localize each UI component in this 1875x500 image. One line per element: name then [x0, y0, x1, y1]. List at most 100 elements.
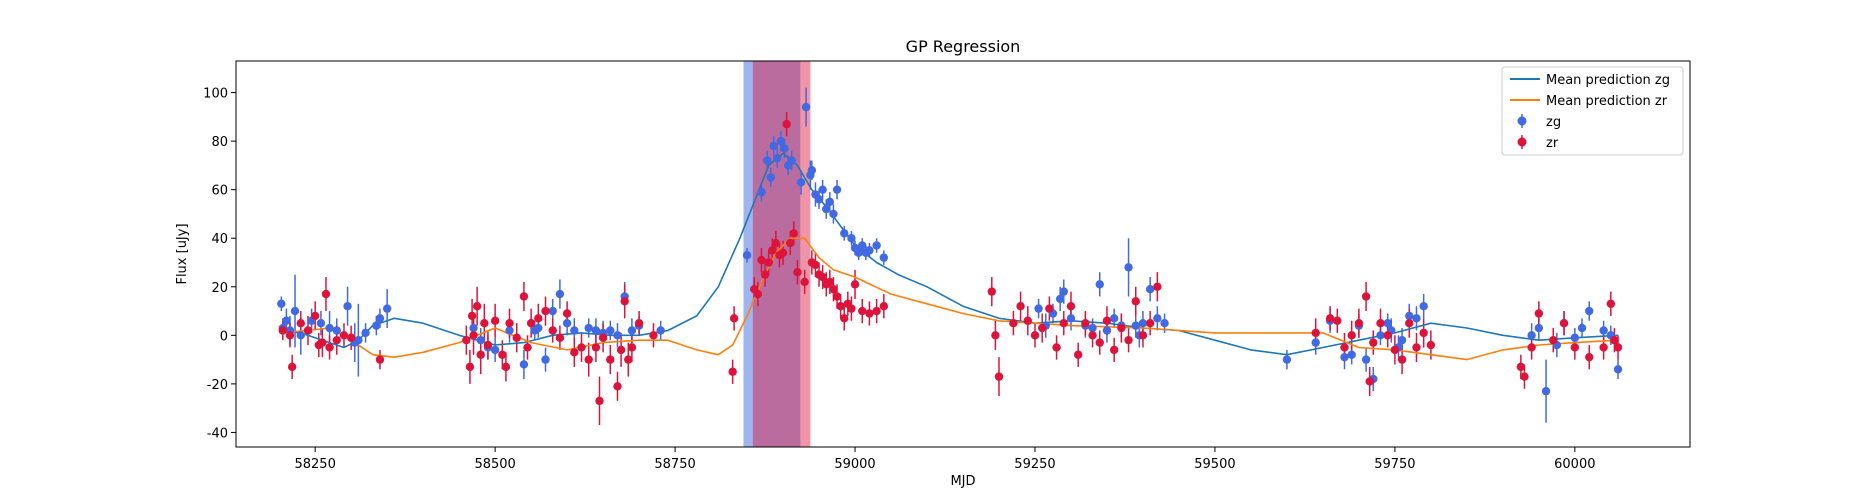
point-zr-39	[595, 396, 604, 406]
point-zg-73	[1059, 287, 1068, 296]
point-zg-59	[832, 185, 842, 194]
point-zr-113	[1365, 377, 1374, 386]
point-zg-26	[548, 306, 557, 316]
y-axis-ticks: -40 -20 0 20 40 60 80 100	[203, 87, 236, 441]
point-zg-96	[1376, 331, 1385, 340]
point-zr-103	[1138, 331, 1148, 340]
point-zg-82	[1131, 321, 1140, 330]
point-zg-39	[742, 251, 752, 260]
point-zr-130	[1585, 352, 1594, 362]
point-zg-112	[1599, 326, 1608, 335]
point-zg-57	[825, 197, 835, 207]
point-zr-5	[310, 311, 320, 321]
point-zr-76	[847, 304, 856, 313]
point-zr-4	[303, 326, 313, 335]
point-zg-43	[769, 141, 778, 151]
point-zg-60	[840, 229, 849, 238]
point-zg-78	[1102, 326, 1112, 335]
point-zg-69	[1034, 304, 1043, 313]
point-zr-101	[1124, 335, 1133, 345]
point-zg-0	[277, 299, 286, 308]
point-zg-16	[382, 304, 392, 313]
point-zg-92	[1347, 350, 1356, 359]
point-zr-8	[321, 289, 331, 299]
point-zr-54	[760, 270, 770, 279]
point-zg-104	[1527, 331, 1536, 340]
point-zg-103	[1419, 301, 1428, 311]
point-zr-83	[991, 331, 1000, 340]
point-zg-105	[1534, 323, 1544, 333]
point-zr-63	[793, 268, 802, 277]
point-zg-106	[1541, 386, 1551, 396]
point-zr-78	[858, 306, 867, 316]
point-zg-34	[613, 331, 622, 340]
point-zr-2	[287, 362, 297, 372]
data-points	[277, 102, 1623, 406]
point-zr-129	[1570, 343, 1580, 352]
point-zr-47	[634, 318, 644, 328]
point-zg-15	[375, 314, 385, 323]
point-zg-56	[822, 204, 831, 214]
point-zg-84	[1138, 318, 1148, 328]
point-zr-0	[278, 326, 287, 335]
point-zr-19	[476, 350, 485, 359]
plot-frame	[235, 60, 1691, 448]
point-zr-45	[624, 355, 633, 364]
point-zr-92	[1059, 318, 1068, 328]
point-zr-112	[1361, 292, 1371, 301]
chart-title: GP Regression	[906, 37, 1021, 56]
legend-label-mean-zr: Mean prediction zr	[1546, 94, 1668, 109]
point-zr-134	[1613, 343, 1623, 352]
point-zr-48	[649, 331, 658, 340]
point-zg-72	[1055, 294, 1065, 304]
legend-marker-zr	[1517, 137, 1527, 147]
point-zg-102	[1412, 314, 1421, 323]
point-zr-41	[606, 355, 615, 364]
point-zg-4	[290, 306, 300, 316]
point-zr-32	[548, 326, 557, 335]
point-zg-94	[1361, 355, 1371, 364]
point-zr-79	[865, 309, 874, 318]
y-axis-label: Flux [uJy]	[175, 223, 190, 284]
point-zr-128	[1559, 318, 1569, 328]
point-zr-99	[1109, 345, 1119, 355]
point-zg-88	[1282, 355, 1292, 364]
point-zr-93	[1066, 301, 1076, 311]
point-zg-18	[476, 335, 485, 345]
point-zr-68	[818, 272, 827, 282]
x-tick-label-58750: 58750	[654, 457, 695, 472]
point-zg-5	[296, 331, 305, 340]
point-zg-38	[656, 326, 665, 335]
point-zg-27	[555, 289, 565, 299]
point-zg-67	[872, 241, 881, 250]
point-zr-106	[1311, 328, 1320, 338]
point-zg-45	[776, 136, 786, 146]
point-zr-124	[1520, 372, 1529, 381]
point-zg-97	[1383, 318, 1392, 328]
point-zg-24	[534, 323, 543, 333]
y-tick-label-40: 40	[211, 232, 228, 247]
x-tick-label-59250: 59250	[1014, 457, 1055, 472]
point-zr-50	[729, 314, 739, 323]
y-tick-label--40: -40	[207, 426, 228, 441]
point-zg-58	[829, 209, 838, 219]
point-zg-111	[1585, 306, 1594, 316]
point-zr-120	[1412, 343, 1421, 352]
point-zr-27	[519, 292, 529, 301]
point-zr-117	[1390, 345, 1400, 355]
point-zr-100	[1117, 323, 1126, 333]
point-zg-48	[787, 156, 796, 165]
point-zg-74	[1066, 314, 1076, 323]
point-zg-76	[1088, 323, 1097, 333]
point-zr-52	[753, 289, 763, 299]
y-tick-label-80: 80	[211, 135, 228, 150]
point-zg-110	[1577, 323, 1587, 333]
point-zr-34	[562, 309, 572, 318]
point-zr-7	[318, 338, 327, 347]
legend: Mean prediction zg Mean prediction zr zg…	[1501, 66, 1684, 156]
point-zg-46	[780, 144, 789, 153]
point-zr-77	[850, 280, 860, 289]
point-zr-116	[1383, 331, 1392, 340]
point-zr-96	[1088, 331, 1097, 340]
